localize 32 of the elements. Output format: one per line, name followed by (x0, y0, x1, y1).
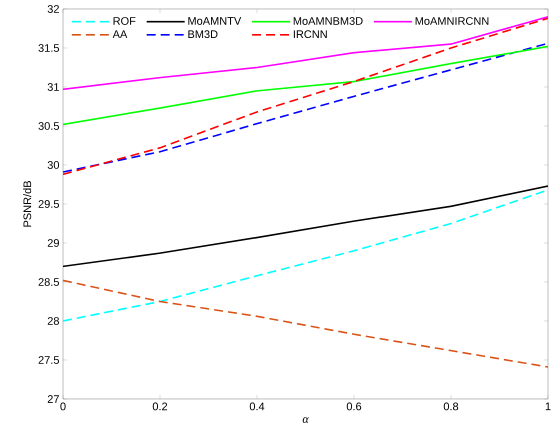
line-series (63, 46, 548, 126)
legend-label: ROF (114, 17, 136, 25)
y-axis-title: PSNR/dB (23, 181, 32, 227)
legend-label: MoAMNBM3D (294, 17, 363, 25)
y-tick-label: 31.5 (38, 44, 59, 52)
line-series (63, 18, 548, 176)
y-tick-label: 30 (48, 161, 60, 169)
legend-label: MoAMNIRCNN (416, 17, 488, 25)
line-series (63, 42, 548, 173)
x-axis-title: α (302, 417, 309, 423)
line-series (63, 280, 548, 368)
legend-label: MoAMNTV (188, 17, 242, 25)
x-tick-label: 0.8 (444, 402, 458, 410)
y-tick-label: 28.5 (38, 278, 59, 286)
y-tick-label: 27 (48, 395, 59, 403)
y-tick-label: 27.5 (38, 356, 59, 364)
y-tick-label: 32 (48, 5, 59, 13)
line-series (63, 16, 548, 90)
line-series (63, 185, 548, 268)
x-tick-label: 0.4 (250, 402, 264, 410)
x-tick-label: 0 (60, 402, 66, 410)
x-tick-label: 0.2 (152, 402, 168, 410)
legend-label: IRCNN (294, 30, 327, 38)
y-tick-label: 30.5 (38, 122, 59, 130)
y-tick-label: 28 (48, 317, 59, 325)
y-tick-label: 29.5 (38, 200, 59, 208)
y-tick-label: 29 (48, 239, 59, 247)
y-tick-label: 31 (48, 83, 59, 91)
legend-label: BM3D (188, 30, 218, 38)
x-tick-label: 0.6 (346, 402, 362, 410)
x-tick-label: 1 (546, 402, 551, 410)
legend-label: AA (112, 30, 128, 38)
